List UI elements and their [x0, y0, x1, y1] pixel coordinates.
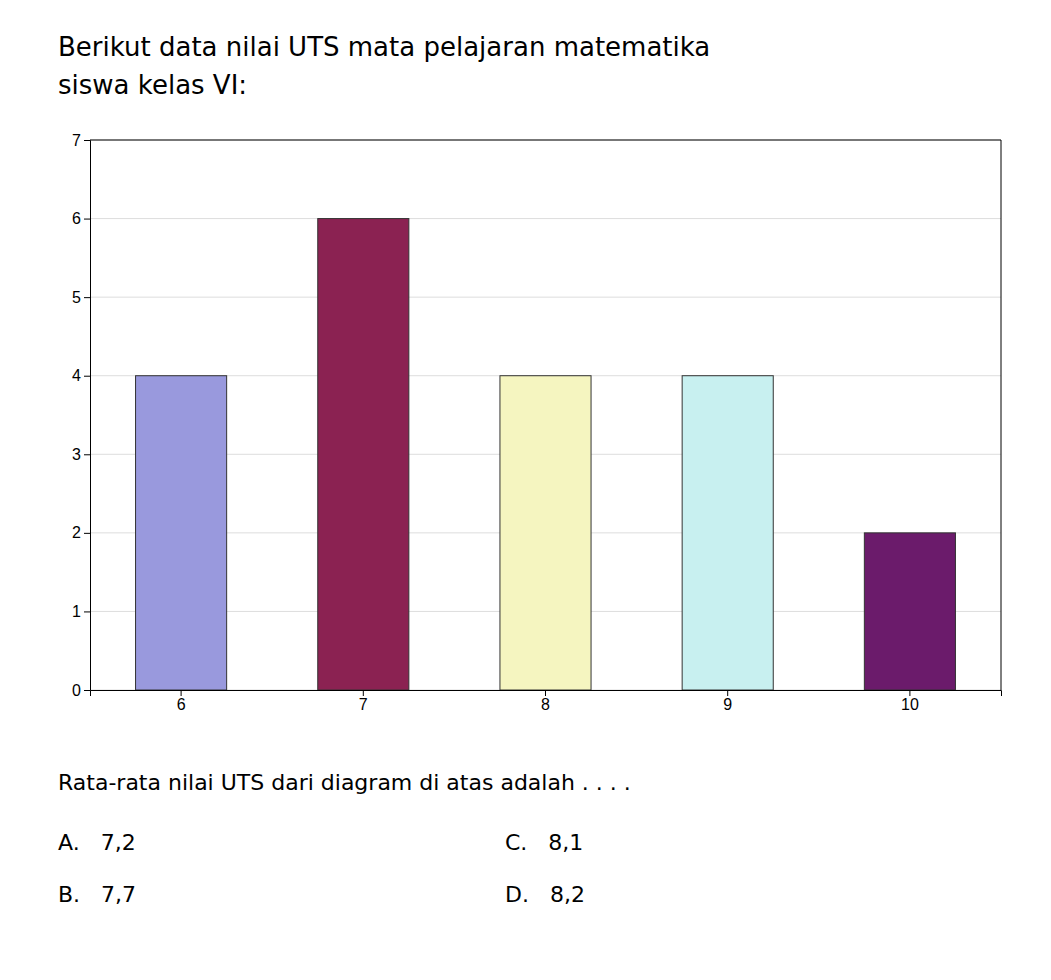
plot-frame	[90, 140, 1001, 141]
tick-label: 0	[72, 682, 81, 699]
subtitle: siswa kelas VI:	[58, 70, 247, 100]
tick-mark	[84, 219, 90, 220]
chart-container: Berikut data nilai UTS mata pelajaran ma…	[0, 0, 1051, 980]
tick: 7	[359, 690, 368, 713]
tick-mark	[84, 297, 90, 298]
tick-label: 4	[72, 367, 81, 384]
x-axis: 6 7 8 9 10	[91, 690, 1002, 713]
tick: 5	[72, 289, 90, 306]
tick-mark	[545, 690, 546, 696]
y-axis: 0 1 2 3 4 5 6 7	[72, 132, 90, 699]
tick-label: 9	[723, 696, 732, 713]
answer-option: B. 7,7	[58, 882, 136, 907]
bar	[318, 219, 409, 690]
chart-svg: Berikut data nilai UTS mata pelajaran ma…	[0, 0, 1051, 980]
tick: 6	[177, 690, 186, 713]
tick-label: 7	[359, 696, 368, 713]
tick-label: 1	[72, 603, 81, 620]
answer-option: D. 8,2	[505, 882, 585, 907]
tick: 8	[541, 690, 550, 713]
bar	[136, 376, 227, 690]
tick: 2	[72, 524, 90, 541]
answer-option: A. 7,2	[58, 830, 136, 855]
tick-mark	[909, 690, 910, 696]
tick: 10	[901, 690, 919, 713]
bar	[500, 376, 591, 690]
title: Berikut data nilai UTS mata pelajaran ma…	[58, 32, 710, 62]
tick: 3	[72, 446, 90, 463]
answer-option: C. 8,1	[505, 830, 583, 855]
question: Rata-rata nilai UTS dari diagram di atas…	[58, 770, 631, 795]
tick-label: 6	[72, 210, 81, 227]
grid-line	[90, 140, 1001, 141]
tick-mark	[84, 533, 90, 534]
axis-line	[84, 141, 91, 691]
tick: 6	[72, 210, 90, 227]
axis-line	[91, 691, 1002, 697]
tick-label: 6	[177, 696, 186, 713]
tick-mark	[181, 690, 182, 696]
tick-mark	[727, 690, 728, 696]
tick-label: 7	[72, 132, 81, 149]
grid-line	[90, 218, 1001, 219]
tick-label: 3	[72, 446, 81, 463]
tick-mark	[84, 140, 90, 141]
bar	[682, 376, 773, 690]
tick: 7	[72, 132, 90, 149]
tick-label: 10	[901, 696, 919, 713]
tick-mark	[84, 454, 90, 455]
bars	[136, 219, 956, 690]
grid-line	[90, 297, 1001, 298]
tick-label: 5	[72, 289, 81, 306]
tick: 4	[72, 367, 90, 384]
tick-label: 2	[72, 524, 81, 541]
tick-mark	[84, 690, 90, 691]
tick-mark	[84, 611, 90, 612]
tick-label: 8	[541, 696, 550, 713]
plot-frame	[1001, 140, 1002, 690]
tick-mark	[84, 376, 90, 377]
annotations: Rata-rata nilai UTS dari diagram di atas…	[58, 770, 631, 907]
tick: 1	[72, 603, 90, 620]
tick: 0	[72, 682, 90, 699]
bar	[864, 533, 955, 690]
tick: 9	[723, 690, 732, 713]
grid	[90, 140, 1001, 690]
tick-mark	[363, 690, 364, 696]
